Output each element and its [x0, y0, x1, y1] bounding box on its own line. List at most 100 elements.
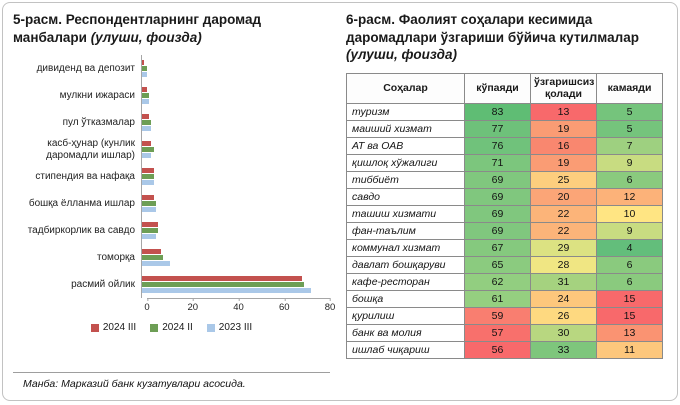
category-label: дивиденд ва депозит [36, 62, 135, 74]
bar-group [141, 109, 330, 137]
value-cell: 69 [464, 204, 531, 223]
sector-label: банк ва молия [346, 323, 465, 342]
table-row: кафе-ресторан 62 31 6 [346, 272, 663, 291]
table-row: ишлаб чиқариш 56 33 11 [346, 340, 663, 359]
chart-x-axis: 0 20 40 60 80 [144, 298, 335, 314]
value-cell: 83 [464, 102, 531, 121]
value-cell: 29 [530, 238, 597, 257]
bar-group [141, 190, 330, 218]
bar-group [141, 82, 330, 110]
value-cell: 71 [464, 153, 531, 172]
sector-label: ишлаб чиқариш [346, 340, 465, 359]
bar-2023-III [142, 99, 150, 105]
figure5-title: 5-расм. Респондентларнинг даромад манбал… [13, 11, 330, 46]
figure6-panel: 6-расм. Фаолият соҳалари кесимида дарома… [340, 3, 677, 400]
value-cell: 4 [596, 238, 663, 257]
figure5-title-text: 5-расм. Респондентларнинг даромад манбал… [13, 12, 262, 45]
bar-group [141, 163, 330, 191]
bar-2023-III [142, 234, 157, 240]
chart-category-row: бошқа ёлланма ишлар [13, 190, 330, 218]
value-cell: 10 [596, 204, 663, 223]
column-header: ўзгаришсиз қолади [530, 72, 597, 104]
legend-swatch [150, 323, 159, 332]
bar-2024-III [142, 114, 150, 120]
bar-2024-III [142, 249, 161, 255]
value-cell: 12 [596, 187, 663, 206]
legend-swatch [206, 323, 215, 332]
x-tick-label: 60 [278, 298, 290, 314]
table-row: коммунал хизмат 67 29 4 [346, 238, 663, 257]
figure5-title-note: (улуши, фоизда) [90, 29, 202, 45]
bar-2024-II [142, 120, 152, 126]
bar-group [141, 217, 330, 245]
chart-category-row: пул ўтказмалар [13, 109, 330, 137]
chart-category-row: томорқа [13, 244, 330, 272]
value-cell: 56 [464, 340, 531, 359]
bar-2024-III [142, 168, 154, 174]
table-row: ташиш хизмати 69 22 10 [346, 204, 663, 223]
value-cell: 76 [464, 136, 531, 155]
bar-2024-III [142, 195, 154, 201]
category-label: бошқа ёлланма ишлар [28, 197, 135, 209]
category-label: стипендия ва нафақа [35, 170, 135, 182]
legend-item: 2024 III [90, 322, 137, 334]
value-cell: 65 [464, 255, 531, 274]
source-note: Манба: Марказий банк кузатувлари асосида… [13, 372, 330, 392]
value-cell: 22 [530, 221, 597, 240]
table-row: савдо 69 20 12 [346, 187, 663, 206]
table-row: бошқа 61 24 15 [346, 289, 663, 308]
legend-label: 2023 III [218, 322, 253, 334]
figure6-title-note: (улуши, фоизда) [346, 47, 457, 63]
chart-category-row: стипендия ва нафақа [13, 163, 330, 191]
legend-label: 2024 III [102, 322, 137, 334]
bar-2023-III [142, 207, 157, 213]
expectations-table: Соҳалар кўпаяди ўзгаришсиз қолади камаяди т… [346, 72, 663, 359]
legend-item: 2024 II [150, 322, 193, 333]
table-row: маиший хизмат 77 19 5 [346, 119, 663, 138]
chart-plot-area: дивиденд ва депозит мулкни ижараси пул ўтк… [13, 55, 330, 299]
bar-2024-III [142, 276, 302, 282]
sector-label: АТ ва ОАВ [346, 136, 465, 155]
table-row: давлат бошқаруви 65 28 6 [346, 255, 663, 274]
chart-category-row: тадбиркорлик ва савдо [13, 217, 330, 245]
bar-2024-III [142, 60, 145, 66]
bar-2023-III [142, 180, 154, 186]
value-cell: 15 [596, 306, 663, 325]
chart-category-row: касб-ҳунар (кунлик даромадли ишлар) [13, 136, 330, 164]
table-row: тиббиёт 69 25 6 [346, 170, 663, 189]
chart-category-row: дивиденд ва депозит [13, 55, 330, 83]
legend-swatch [90, 323, 99, 332]
legend-item: 2023 III [206, 322, 253, 334]
value-cell: 69 [464, 221, 531, 240]
category-label: пул ўтказмалар [62, 116, 135, 128]
value-cell: 13 [530, 102, 597, 121]
value-cell: 61 [464, 289, 531, 308]
category-label: тадбиркорлик ва савдо [27, 224, 135, 236]
table-row: банк ва молия 57 30 13 [346, 323, 663, 342]
value-cell: 16 [530, 136, 597, 155]
bar-group [141, 244, 330, 272]
bar-2024-II [142, 255, 164, 261]
legend-label: 2024 II [162, 322, 193, 334]
table-row: АТ ва ОАВ 76 16 7 [346, 136, 663, 155]
value-cell: 25 [530, 170, 597, 189]
value-cell: 57 [464, 323, 531, 342]
bar-2024-III [142, 222, 159, 228]
figure5-panel: 5-расм. Респондентларнинг даромад манбал… [3, 3, 340, 400]
figure6-title: 6-расм. Фаолият соҳалари кесимида дарома… [346, 11, 663, 64]
column-header: Соҳалар [346, 72, 465, 104]
sector-label: савдо [346, 187, 465, 206]
value-cell: 28 [530, 255, 597, 274]
value-cell: 13 [596, 323, 663, 342]
x-tick-label: 80 [324, 298, 336, 314]
sector-label: фан-таълим [346, 221, 465, 240]
bar-2024-II [142, 228, 159, 234]
value-cell: 69 [464, 187, 531, 206]
sector-label: қурилиш [346, 306, 465, 325]
bar-2023-III [142, 72, 147, 78]
chart-category-row: расмий ойлик [13, 271, 330, 299]
table-row: туризм 83 13 5 [346, 102, 663, 121]
sector-label: туризм [346, 102, 465, 121]
value-cell: 33 [530, 340, 597, 359]
bar-2023-III [142, 126, 152, 132]
